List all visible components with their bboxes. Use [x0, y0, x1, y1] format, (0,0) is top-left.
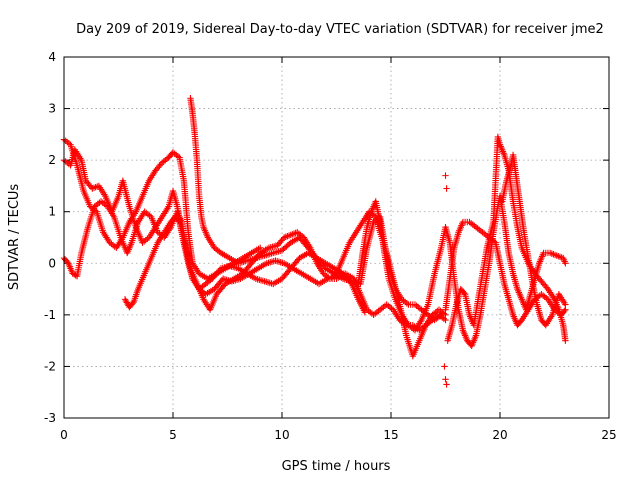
y-tick-label: -2	[44, 359, 56, 373]
x-tick-label: 0	[60, 428, 68, 442]
y-tick-label: 2	[48, 153, 56, 167]
y-tick-label: 3	[48, 102, 56, 116]
series-10	[441, 172, 450, 388]
x-tick-label: 20	[492, 428, 507, 442]
data-point	[562, 260, 569, 267]
x-tick-label: 15	[383, 428, 398, 442]
data-point	[175, 217, 182, 224]
y-tick-label: 1	[48, 205, 56, 219]
data-point	[443, 185, 450, 192]
x-tick-label: 25	[601, 428, 616, 442]
data-point	[442, 316, 449, 324]
y-tick-label: 4	[48, 50, 56, 64]
data-point	[460, 289, 468, 297]
chart-title: Day 209 of 2019, Sidereal Day-to-day VTE…	[76, 22, 604, 37]
series-4	[121, 213, 445, 324]
series-6	[355, 193, 569, 349]
series-8	[444, 133, 569, 344]
series-5	[187, 95, 369, 316]
series-9	[498, 151, 569, 329]
plot-frame	[63, 56, 610, 419]
y-tick-label: 0	[48, 256, 56, 270]
x-axis-label: GPS time / hours	[282, 459, 391, 474]
data-point	[562, 337, 569, 344]
data-point	[442, 376, 449, 383]
data-point	[361, 309, 369, 316]
data-point	[543, 284, 550, 291]
y-tick-label: -1	[44, 308, 56, 322]
data-point	[561, 307, 568, 315]
data-point	[562, 301, 569, 308]
data-point	[441, 363, 448, 370]
y-tick-label: -3	[44, 411, 56, 425]
x-tick-label: 10	[274, 428, 289, 442]
data-point	[442, 172, 449, 179]
data-point	[437, 311, 445, 319]
data-point	[347, 279, 354, 286]
y-axis-label: SDTVAR / TECUs	[7, 184, 22, 291]
data-point	[157, 161, 164, 168]
data-point	[443, 381, 450, 388]
data-points	[60, 95, 569, 388]
x-tick-label: 5	[169, 428, 177, 442]
